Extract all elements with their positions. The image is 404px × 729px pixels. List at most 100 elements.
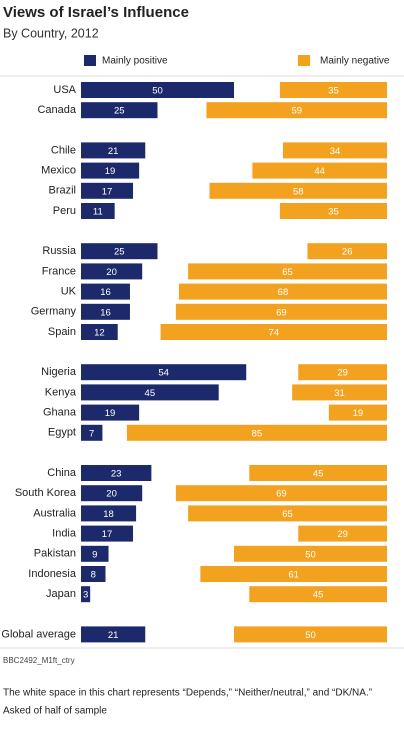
bar <box>81 82 234 98</box>
value-label: 3 <box>83 590 88 601</box>
value-label: 7 <box>89 428 94 439</box>
bar <box>81 505 137 522</box>
value-label: 19 <box>105 166 116 177</box>
bar <box>328 404 387 421</box>
bar <box>126 424 388 441</box>
value-label: 12 <box>94 328 105 339</box>
category-label: Mexico <box>41 165 76 177</box>
value-label: 35 <box>328 86 339 97</box>
value-label: 21 <box>108 630 119 641</box>
category-label: Russia <box>42 245 77 257</box>
legend-label: Mainly negative <box>320 56 390 67</box>
bar <box>252 162 387 179</box>
category-label: Egypt <box>48 427 76 439</box>
bar <box>81 424 103 441</box>
value-label: 50 <box>305 630 316 641</box>
bar <box>178 283 387 300</box>
legend-label: Mainly positive <box>102 56 168 67</box>
category-label: Australia <box>33 507 77 519</box>
value-label: 16 <box>100 287 111 298</box>
category-label: Germany <box>31 306 77 318</box>
category-label: UK <box>61 286 77 298</box>
value-label: 44 <box>314 166 325 177</box>
value-label: 54 <box>158 368 169 379</box>
bar <box>298 525 387 542</box>
category-label: USA <box>53 84 76 96</box>
value-label: 85 <box>252 428 263 439</box>
bar <box>81 182 134 199</box>
value-label: 31 <box>334 388 345 399</box>
value-label: 50 <box>305 549 316 560</box>
category-label: Spain <box>48 326 76 338</box>
value-label: 69 <box>276 307 287 318</box>
category-label: India <box>52 528 77 540</box>
bar <box>81 525 134 542</box>
category-label: Pakistan <box>34 548 76 560</box>
value-label: 26 <box>342 247 353 258</box>
bar <box>81 263 143 280</box>
value-label: 16 <box>100 307 111 318</box>
bar <box>200 566 387 582</box>
category-label: South Korea <box>15 487 77 499</box>
bar <box>81 324 118 340</box>
value-label: 45 <box>313 469 324 480</box>
bar <box>292 384 387 401</box>
bar <box>279 82 387 98</box>
value-label: 11 <box>93 207 103 218</box>
value-label: 29 <box>337 529 348 540</box>
bar <box>81 142 146 159</box>
bar <box>298 364 387 381</box>
bar <box>81 203 115 219</box>
note: The white space in this chart represents… <box>3 688 372 699</box>
category-label: Indonesia <box>28 568 77 580</box>
chart-title: Views of Israel’s Influence <box>3 4 189 21</box>
value-label: 20 <box>106 489 117 500</box>
value-label: 68 <box>278 287 289 298</box>
value-label: 65 <box>282 267 293 278</box>
bar <box>81 364 247 381</box>
bar <box>81 566 106 582</box>
note: Asked of half of sample <box>3 706 107 717</box>
bar <box>81 404 140 421</box>
category-label: Chile <box>51 144 76 156</box>
value-label: 19 <box>353 408 364 419</box>
bar <box>234 626 387 643</box>
bar <box>81 243 158 260</box>
value-label: 45 <box>313 590 324 601</box>
bar <box>279 203 387 219</box>
value-label: 25 <box>114 106 125 117</box>
category-label: Japan <box>46 588 76 600</box>
category-label: China <box>47 467 77 479</box>
value-label: 17 <box>102 186 113 197</box>
chart-subtitle: By Country, 2012 <box>3 26 99 40</box>
value-label: 29 <box>337 368 348 379</box>
bar <box>81 303 130 320</box>
source: BBC2492_M1ft_ctry <box>3 656 75 665</box>
value-label: 50 <box>152 86 163 97</box>
bar <box>175 485 387 502</box>
value-label: 74 <box>268 328 279 339</box>
legend-swatch <box>84 55 96 66</box>
bar <box>81 465 152 481</box>
value-label: 17 <box>102 529 113 540</box>
bar <box>249 586 387 603</box>
bar <box>234 545 387 562</box>
value-label: 18 <box>103 509 114 520</box>
value-label: 23 <box>111 469 122 480</box>
category-label: Global average <box>1 628 76 640</box>
category-label: Brazil <box>48 185 76 197</box>
bar <box>81 626 146 643</box>
value-label: 8 <box>91 570 96 581</box>
category-label: France <box>42 265 76 277</box>
bar <box>282 142 387 159</box>
category-label: Peru <box>53 205 76 217</box>
bar <box>160 324 387 340</box>
bar <box>81 586 91 603</box>
value-label: 20 <box>106 267 117 278</box>
value-label: 25 <box>114 247 125 258</box>
category-label: Ghana <box>43 407 77 419</box>
bar <box>81 545 109 562</box>
category-label: Canada <box>37 104 76 116</box>
value-label: 34 <box>330 146 341 157</box>
